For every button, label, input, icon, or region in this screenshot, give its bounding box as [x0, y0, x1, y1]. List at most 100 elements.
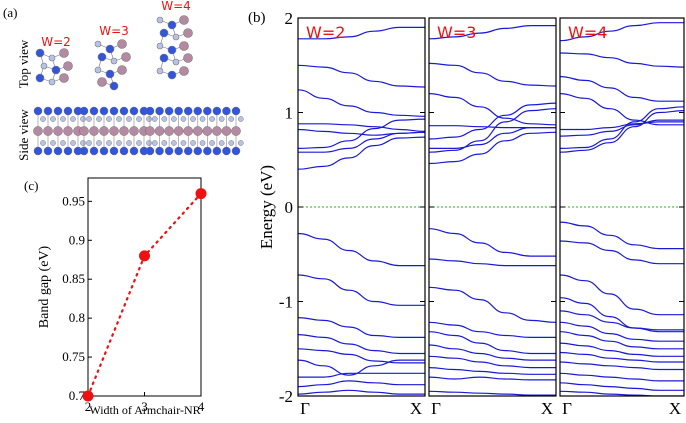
band-line-2-5 [560, 119, 684, 137]
side-view-atom [155, 146, 164, 156]
band-line-2-1 [560, 52, 684, 68]
side-view-atom [228, 140, 235, 146]
band-line-0-12 [298, 348, 425, 364]
side-view-atom [145, 126, 155, 136]
side-view-atom [202, 126, 213, 136]
band-line-1-17 [429, 390, 556, 396]
x-point-label-0: X [410, 399, 422, 418]
band-line-1-8 [429, 228, 556, 257]
band-gap-point-w3 [139, 250, 150, 262]
band-line-2-17 [560, 361, 684, 371]
gamma-point-label-2: Γ [562, 399, 572, 418]
top-view-label: Top view [16, 39, 31, 88]
side-view-atom [164, 146, 174, 156]
side-view-atom [40, 116, 46, 122]
side-view-atom [33, 106, 43, 116]
side-view-atom [119, 106, 129, 116]
band-gap-ytick-label-5: 0.95 [62, 193, 85, 208]
band-line-2-10 [560, 274, 684, 316]
band-line-2-14 [560, 331, 684, 350]
band-gap-ytick-label-4: 0.9 [69, 232, 85, 247]
side-view-atom [212, 126, 222, 136]
band-line-2-6 [560, 106, 684, 149]
side-view-atom [203, 106, 212, 116]
side-view-atom [173, 126, 184, 136]
side-view-atom [89, 106, 99, 116]
band-gap-point-w4 [195, 188, 207, 200]
side-view-atom [33, 146, 43, 156]
band-subpanel-label-1: W=3 [437, 23, 476, 42]
side-view-atom [192, 126, 203, 136]
gamma-point-label-1: Γ [431, 399, 441, 418]
side-view-atom [171, 116, 177, 122]
side-view-atom [70, 140, 76, 146]
side-view-atom [63, 126, 73, 136]
side-view-atom [151, 140, 158, 146]
side-view-atom [53, 146, 63, 156]
side-view-atom [79, 126, 89, 136]
side-view-atom [43, 126, 53, 136]
side-view-atom [209, 116, 215, 122]
side-view-atom [145, 146, 155, 156]
band-line-0-10 [298, 317, 425, 338]
side-view-atom [60, 140, 66, 146]
width-label-w3: W=3 [99, 24, 129, 38]
side-view-atom [212, 106, 222, 116]
band-line-0-8 [298, 232, 425, 267]
side-view-atom [203, 146, 212, 156]
band-line-0-14 [298, 372, 425, 378]
side-view-atom [43, 106, 53, 116]
side-view-atom [129, 106, 139, 116]
side-view-atom [231, 106, 241, 116]
side-view-atom [218, 116, 225, 122]
side-view-atom [126, 116, 132, 122]
width-label-w2: W=2 [41, 35, 71, 49]
side-view-atom [190, 116, 196, 122]
band-subpanel-label-0: W=2 [306, 23, 345, 42]
side-view-atom [89, 146, 99, 156]
band-line-1-4 [429, 102, 556, 140]
band-gap-ytick-label-3: 0.85 [62, 271, 85, 286]
band-gap-xtick-label-0: 2 [85, 399, 92, 414]
band-gap-xtick-label-2: 4 [198, 399, 205, 414]
band-line-1-12 [429, 331, 556, 355]
side-view-atom [183, 126, 194, 136]
band-line-2-3 [560, 93, 684, 126]
side-view-atom [79, 146, 89, 156]
band-line-1-7 [429, 131, 556, 165]
side-view-atom [171, 140, 177, 146]
side-view-atom [174, 146, 183, 156]
side-view-atom [40, 140, 46, 146]
side-view-atom [96, 140, 102, 146]
side-view-atom [231, 126, 241, 136]
top-view-w2 [35, 48, 73, 86]
band-gap-ytick-label-1: 0.75 [62, 349, 85, 364]
band-subpanel-frame-1 [428, 17, 557, 397]
band-line-2-19 [560, 382, 684, 391]
band-line-0-0 [298, 26, 425, 40]
band-line-1-11 [429, 321, 556, 338]
side-view-atom [231, 146, 241, 156]
side-view-atom [53, 126, 63, 136]
side-view-label: Side view [16, 109, 31, 161]
band-line-2-15 [560, 342, 684, 357]
band-line-2-12 [560, 310, 684, 331]
band-subpanel-w4: W=4 Γ X [559, 17, 685, 418]
side-view-atom [99, 106, 109, 116]
side-view-atom [86, 140, 92, 146]
band-gap-trend-line [86, 192, 203, 398]
band-line-0-3 [298, 123, 425, 132]
side-view-atom [209, 140, 215, 146]
side-view-atom [50, 140, 56, 146]
band-line-2-4 [560, 121, 684, 131]
panel-b-label: (b) [248, 10, 266, 26]
energy-ytick-label-3: 1 [285, 104, 294, 123]
energy-ytick-label-0: -2 [279, 387, 293, 406]
band-gap-ytick-label-2: 0.8 [69, 310, 85, 325]
side-view-atom [146, 116, 152, 122]
top-view-w4 [156, 15, 193, 80]
side-view-atom [116, 116, 122, 122]
band-gap-point-w2 [82, 390, 94, 402]
side-view-atom [63, 146, 73, 156]
